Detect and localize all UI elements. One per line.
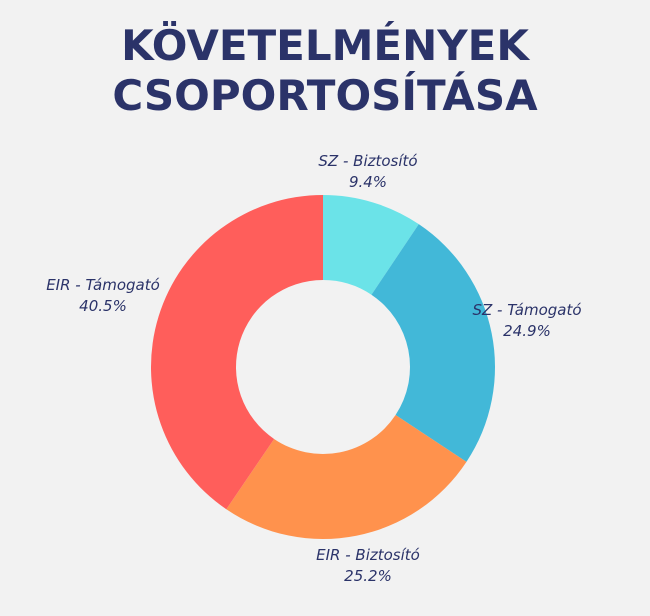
slice-label-1: SZ - Támogató xyxy=(472,301,581,319)
slice-label-2: EIR - Biztosító xyxy=(316,546,420,564)
slice-value-1: 24.9% xyxy=(503,322,551,340)
slice-value-0: 9.4% xyxy=(349,173,387,191)
slice-label-3: EIR - Támogató xyxy=(46,276,160,294)
donut-slice-0 xyxy=(323,195,419,295)
chart-title-line-1: KÖVETELMÉNYEK xyxy=(121,21,529,70)
donut-slices xyxy=(150,195,495,540)
slice-value-2: 25.2% xyxy=(344,567,392,585)
donut-slice-2 xyxy=(226,414,467,540)
slice-label-0: SZ - Biztosító xyxy=(318,152,417,170)
donut-slice-3 xyxy=(150,195,323,510)
slice-value-3: 40.5% xyxy=(79,297,127,315)
slice-labels: SZ - Biztosító 9.4% SZ - Támogató 24.9% EIR … xyxy=(46,152,581,585)
donut-slice-1 xyxy=(371,224,495,462)
chart-title-line-2: CSOPORTOSÍTÁSA xyxy=(112,71,538,120)
